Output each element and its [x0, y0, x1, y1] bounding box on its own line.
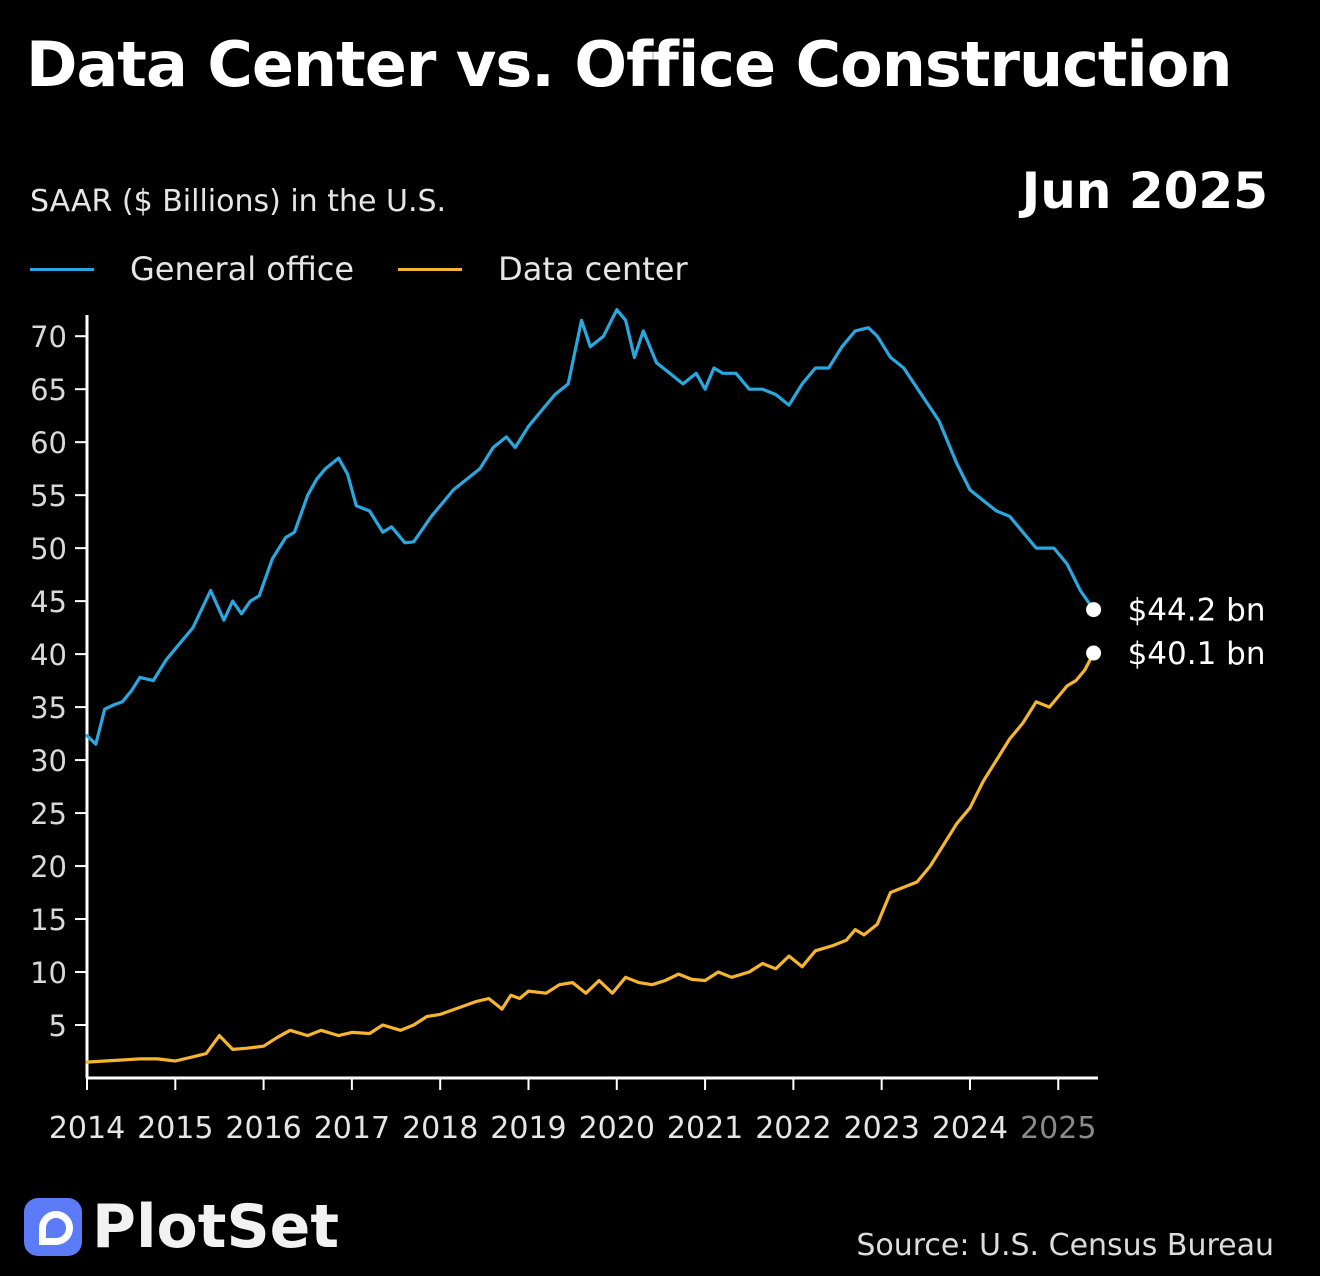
- x-tick-label-2025: 2025: [1020, 1111, 1096, 1146]
- x-tick-label-2016: 2016: [225, 1111, 301, 1146]
- x-tick-label-2020: 2020: [579, 1111, 655, 1146]
- y-tick-label-25: 25: [30, 797, 67, 831]
- x-tick-label-2024: 2024: [932, 1111, 1008, 1146]
- y-tick-label-70: 70: [30, 320, 67, 354]
- legend-swatch-datacenter: [398, 267, 463, 271]
- x-tick-label-2018: 2018: [402, 1111, 478, 1146]
- plotset-logo: PlotSet: [24, 1192, 339, 1262]
- x-tick-label-2015: 2015: [137, 1111, 213, 1146]
- y-tick-label-5: 5: [49, 1009, 67, 1043]
- series-line-office: [85, 308, 1096, 746]
- end-label-datacenter: $40.1 bn: [1128, 636, 1266, 672]
- date-label: Jun 2025: [1021, 162, 1268, 220]
- y-tick-label-65: 65: [30, 373, 67, 407]
- y-tick-label-20: 20: [30, 850, 67, 884]
- x-tick-label-2017: 2017: [314, 1111, 390, 1146]
- plotset-logo-icon: [24, 1198, 82, 1256]
- x-tick-label-2019: 2019: [490, 1111, 566, 1146]
- legend-item-office: General office: [30, 250, 354, 288]
- end-marker-datacenter: [1086, 645, 1102, 661]
- y-tick-label-40: 40: [30, 638, 67, 672]
- y-tick-label-10: 10: [30, 956, 67, 990]
- y-tick-label-35: 35: [30, 691, 67, 725]
- chart-subtitle: SAAR ($ Billions) in the U.S.: [30, 184, 447, 219]
- y-tick-label-30: 30: [30, 744, 67, 778]
- y-tick-label-50: 50: [30, 532, 67, 566]
- x-tick-label-2014: 2014: [49, 1111, 125, 1146]
- end-marker-office: [1086, 602, 1102, 618]
- legend: General office Data center: [30, 250, 732, 288]
- chart-title: Data Center vs. Office Construction: [26, 28, 1233, 101]
- series-line-datacenter: [85, 651, 1096, 1064]
- legend-label-datacenter: Data center: [498, 250, 688, 288]
- legend-swatch-office: [30, 267, 94, 271]
- y-tick-label-15: 15: [30, 903, 67, 937]
- y-tick-label-55: 55: [30, 479, 67, 513]
- legend-label-office: General office: [130, 250, 355, 288]
- x-tick-label-2021: 2021: [667, 1111, 743, 1146]
- source-note: Source: U.S. Census Bureau: [856, 1228, 1274, 1263]
- y-tick-label-45: 45: [30, 585, 67, 619]
- logo-text: PlotSet: [92, 1192, 340, 1262]
- end-label-office: $44.2 bn: [1128, 593, 1266, 629]
- x-tick-label-2023: 2023: [843, 1111, 919, 1146]
- y-tick-label-60: 60: [30, 426, 67, 460]
- x-tick-label-2022: 2022: [755, 1111, 831, 1146]
- legend-item-datacenter: Data center: [398, 250, 688, 288]
